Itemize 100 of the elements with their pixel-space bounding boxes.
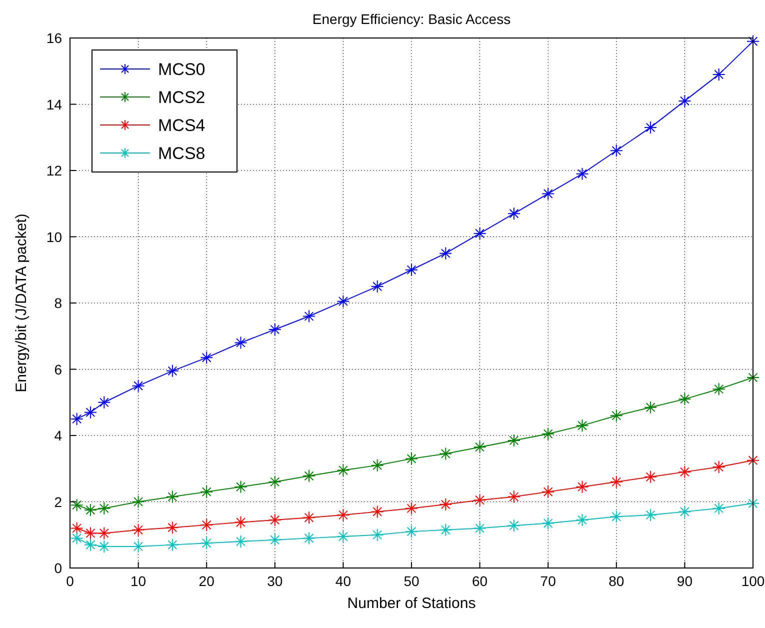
point <box>166 521 179 534</box>
point <box>507 207 520 220</box>
point <box>712 68 726 81</box>
point <box>746 454 760 467</box>
legend-label: MCS2 <box>158 88 206 107</box>
x-tick-label: 0 <box>66 573 74 589</box>
point <box>132 495 145 508</box>
point <box>70 412 84 426</box>
point <box>439 246 452 260</box>
point <box>746 371 760 384</box>
x-tick-label: 80 <box>608 573 624 589</box>
point <box>712 502 726 515</box>
point <box>84 504 97 517</box>
point <box>576 513 589 526</box>
x-tick-label: 10 <box>130 573 146 589</box>
y-tick-label: 0 <box>54 560 62 576</box>
point <box>576 419 589 432</box>
x-tick-label: 90 <box>676 573 693 589</box>
point <box>370 458 384 472</box>
point <box>405 452 418 466</box>
point <box>370 505 384 518</box>
point <box>268 533 282 546</box>
x-tick-label: 70 <box>540 573 556 589</box>
y-tick-label: 10 <box>46 228 62 245</box>
point <box>336 294 350 308</box>
point <box>678 465 692 478</box>
point <box>200 485 214 498</box>
point <box>200 518 214 532</box>
y-tick-label: 14 <box>46 96 62 112</box>
point <box>473 494 486 507</box>
point <box>84 538 97 552</box>
x-tick-label: 20 <box>198 573 215 589</box>
point <box>302 532 316 545</box>
point <box>473 226 486 240</box>
point <box>746 34 760 48</box>
point <box>542 516 555 530</box>
point <box>336 464 350 477</box>
point <box>302 310 316 323</box>
point <box>84 526 97 540</box>
point <box>336 530 350 544</box>
point <box>507 519 520 532</box>
point <box>98 526 111 540</box>
point <box>336 508 350 522</box>
point <box>98 396 111 409</box>
x-tick-label: 30 <box>267 573 283 589</box>
y-tick-label: 6 <box>54 361 62 378</box>
point <box>268 475 282 488</box>
point <box>610 409 623 422</box>
point <box>70 498 84 512</box>
point <box>610 475 623 488</box>
x-tick-label: 50 <box>404 573 420 589</box>
point <box>302 469 316 482</box>
point <box>405 525 418 538</box>
point <box>302 511 316 524</box>
point <box>370 528 384 542</box>
point <box>84 406 97 419</box>
point <box>576 167 589 180</box>
chart-title: Energy Efficiency: Basic Access <box>312 11 511 27</box>
point <box>234 480 248 494</box>
point <box>610 144 623 158</box>
point <box>644 508 658 522</box>
point <box>542 485 555 498</box>
point <box>200 536 214 550</box>
point <box>98 502 111 515</box>
y-tick-label: 4 <box>54 428 62 444</box>
point <box>70 522 84 535</box>
point <box>678 392 692 406</box>
point <box>405 502 418 515</box>
y-tick-label: 16 <box>46 30 62 46</box>
point <box>576 480 589 494</box>
point <box>542 427 555 440</box>
point <box>712 382 726 396</box>
point <box>439 523 452 536</box>
point <box>166 538 179 552</box>
point <box>507 434 520 447</box>
point <box>746 496 760 510</box>
point <box>439 498 452 511</box>
point <box>234 516 248 529</box>
point <box>644 120 658 134</box>
point <box>132 523 145 536</box>
point <box>132 379 145 392</box>
point <box>507 490 520 504</box>
point <box>542 187 555 200</box>
point <box>268 513 282 526</box>
point <box>98 540 111 553</box>
point <box>200 351 214 364</box>
point <box>678 94 692 108</box>
legend-label: MCS8 <box>158 144 206 163</box>
y-tick-label: 12 <box>46 162 62 178</box>
y-tick-label: 2 <box>54 494 62 510</box>
point <box>166 490 179 504</box>
y-axis-title: Energy/bit (J/DATA packet) <box>13 214 30 392</box>
x-tick-label: 100 <box>741 573 765 589</box>
x-tick-label: 60 <box>472 573 488 589</box>
point <box>473 440 486 454</box>
point <box>712 460 726 474</box>
point <box>166 364 179 378</box>
point <box>644 400 658 414</box>
point <box>132 540 145 553</box>
y-tick-label: 8 <box>54 295 62 311</box>
